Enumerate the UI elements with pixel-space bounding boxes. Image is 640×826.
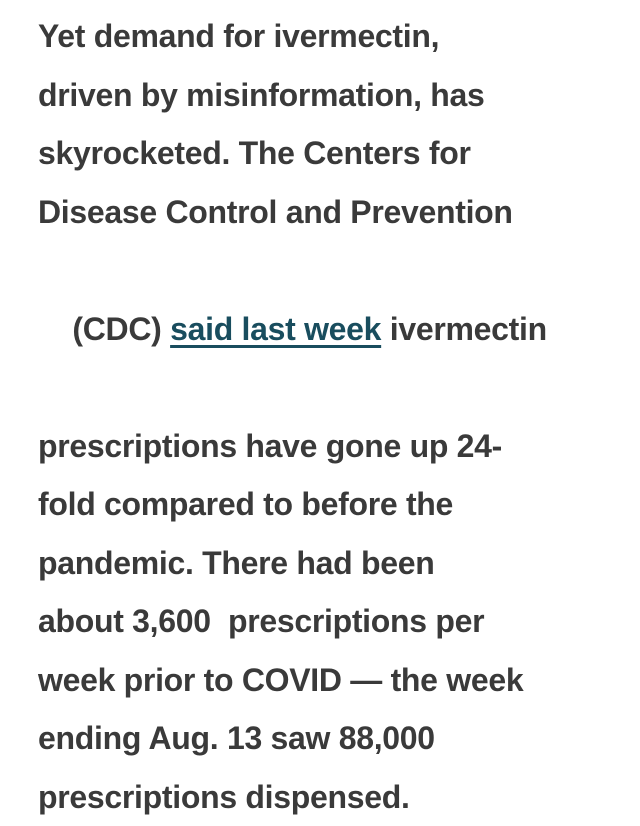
paragraph-line: prescriptions have gone up 24- [38, 417, 616, 476]
paragraph-line: ending Aug. 13 saw 88,000 [38, 709, 616, 768]
paragraph-line: driven by misinformation, has [38, 66, 616, 125]
said-last-week-link[interactable]: said last week [170, 311, 381, 347]
paragraph-line: skyrocketed. The Centers for [38, 124, 616, 183]
paragraph-line: Yet demand for ivermectin, [38, 7, 616, 66]
page: { "page": { "background": "#ffffff" }, "… [0, 0, 640, 736]
paragraph-line-with-link: (CDC) said last week ivermectin [38, 241, 616, 417]
paragraph-line: about 3,600 prescriptions per [38, 592, 616, 651]
paragraph-line: pandemic. There had been [38, 534, 616, 593]
link-prefix-text: (CDC) [72, 311, 170, 347]
paragraph-line: prescriptions dispensed. [38, 768, 616, 826]
paragraph-line: Disease Control and Prevention [38, 183, 616, 242]
link-suffix-text: ivermectin [381, 311, 547, 347]
paragraph-line: fold compared to before the [38, 475, 616, 534]
paragraph-line: week prior to COVID — the week [38, 651, 616, 710]
